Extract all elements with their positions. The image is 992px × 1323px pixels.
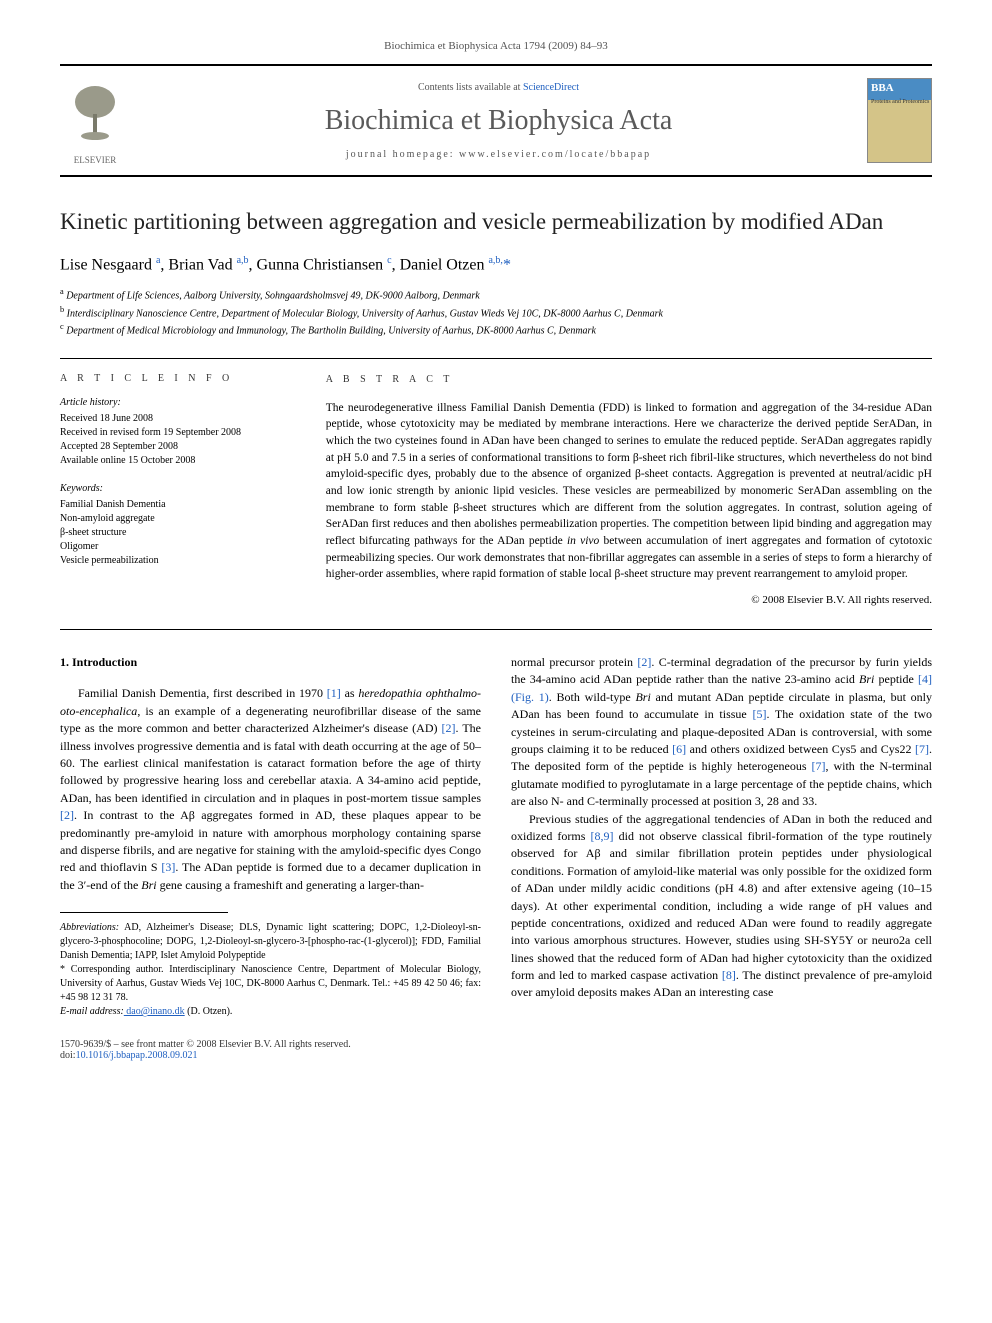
journal-homepage: journal homepage: www.elsevier.com/locat… [130, 149, 867, 160]
corresponding-label: * Corresponding author. [60, 964, 164, 975]
journal-cover-thumbnail: BBA Proteins and Proteomics [867, 78, 932, 163]
article-info-block: A R T I C L E I N F O Article history: R… [60, 373, 296, 609]
doi-link[interactable]: 10.1016/j.bbapap.2008.09.021 [76, 1050, 198, 1061]
abbrev-label: Abbreviations: [60, 922, 119, 933]
elsevier-logo: ELSEVIER [60, 76, 130, 165]
affiliation-line: c Department of Medical Microbiology and… [60, 321, 932, 338]
elsevier-label: ELSEVIER [60, 155, 130, 165]
affiliation-line: a Department of Life Sciences, Aalborg U… [60, 286, 932, 303]
history-line: Accepted 28 September 2008 [60, 440, 296, 454]
keywords-label: Keywords: [60, 482, 296, 496]
affiliation-line: b Interdisciplinary Nanoscience Centre, … [60, 304, 932, 321]
contents-available: Contents lists available at ScienceDirec… [130, 82, 867, 93]
abstract-heading: A B S T R A C T [326, 373, 932, 388]
header-citation: Biochimica et Biophysica Acta 1794 (2009… [60, 40, 932, 52]
keyword-line: Vesicle permeabilization [60, 554, 296, 568]
history-line: Received in revised form 19 September 20… [60, 426, 296, 440]
cover-abbrev: BBA [871, 82, 894, 94]
history-line: Available online 15 October 2008 [60, 454, 296, 468]
article-info-heading: A R T I C L E I N F O [60, 373, 296, 384]
authors-line: Lise Nesgaard a, Brian Vad a,b, Gunna Ch… [60, 255, 932, 274]
keyword-line: Non-amyloid aggregate [60, 512, 296, 526]
abstract-copyright: © 2008 Elsevier B.V. All rights reserved… [326, 593, 932, 609]
info-rule-bottom [60, 629, 932, 630]
page-footer: 1570-9639/$ – see front matter © 2008 El… [60, 1039, 932, 1061]
right-column: normal precursor protein [2]. C-terminal… [511, 654, 932, 1019]
footnotes: Abbreviations: AD, Alzheimer's Disease; … [60, 921, 481, 1019]
history-line: Received 18 June 2008 [60, 412, 296, 426]
affiliations: a Department of Life Sciences, Aalborg U… [60, 286, 932, 338]
abbrev-text: AD, Alzheimer's Disease; DLS, Dynamic li… [60, 922, 481, 961]
article-title: Kinetic partitioning between aggregation… [60, 207, 932, 237]
journal-name: Biochimica et Biophysica Acta [130, 105, 867, 137]
keyword-line: Familial Danish Dementia [60, 498, 296, 512]
sciencedirect-link[interactable]: ScienceDirect [523, 82, 579, 93]
footer-copyright: 1570-9639/$ – see front matter © 2008 El… [60, 1039, 351, 1050]
abstract-block: A B S T R A C T The neurodegenerative il… [326, 373, 932, 609]
abstract-text: The neurodegenerative illness Familial D… [326, 400, 932, 583]
left-column: 1. Introduction Familial Danish Dementia… [60, 654, 481, 1019]
keyword-line: Oligomer [60, 540, 296, 554]
email-link[interactable]: dao@inano.dk [124, 1006, 185, 1017]
contents-prefix: Contents lists available at [418, 82, 523, 93]
history-label: Article history: [60, 396, 296, 410]
email-suffix: (D. Otzen). [185, 1006, 233, 1017]
intro-para-2: normal precursor protein [2]. C-terminal… [511, 654, 932, 811]
intro-para-3: Previous studies of the aggregational te… [511, 811, 932, 1002]
intro-para-1: Familial Danish Dementia, first describe… [60, 685, 481, 894]
cover-subtitle: Proteins and Proteomics [871, 99, 929, 105]
email-label: E-mail address: [60, 1006, 124, 1017]
section-1-heading: 1. Introduction [60, 654, 481, 671]
doi-prefix: doi: [60, 1050, 76, 1061]
elsevier-tree-icon [68, 84, 123, 144]
header-box: ELSEVIER Contents lists available at Sci… [60, 64, 932, 177]
footnote-separator [60, 912, 228, 913]
keyword-line: β-sheet structure [60, 526, 296, 540]
